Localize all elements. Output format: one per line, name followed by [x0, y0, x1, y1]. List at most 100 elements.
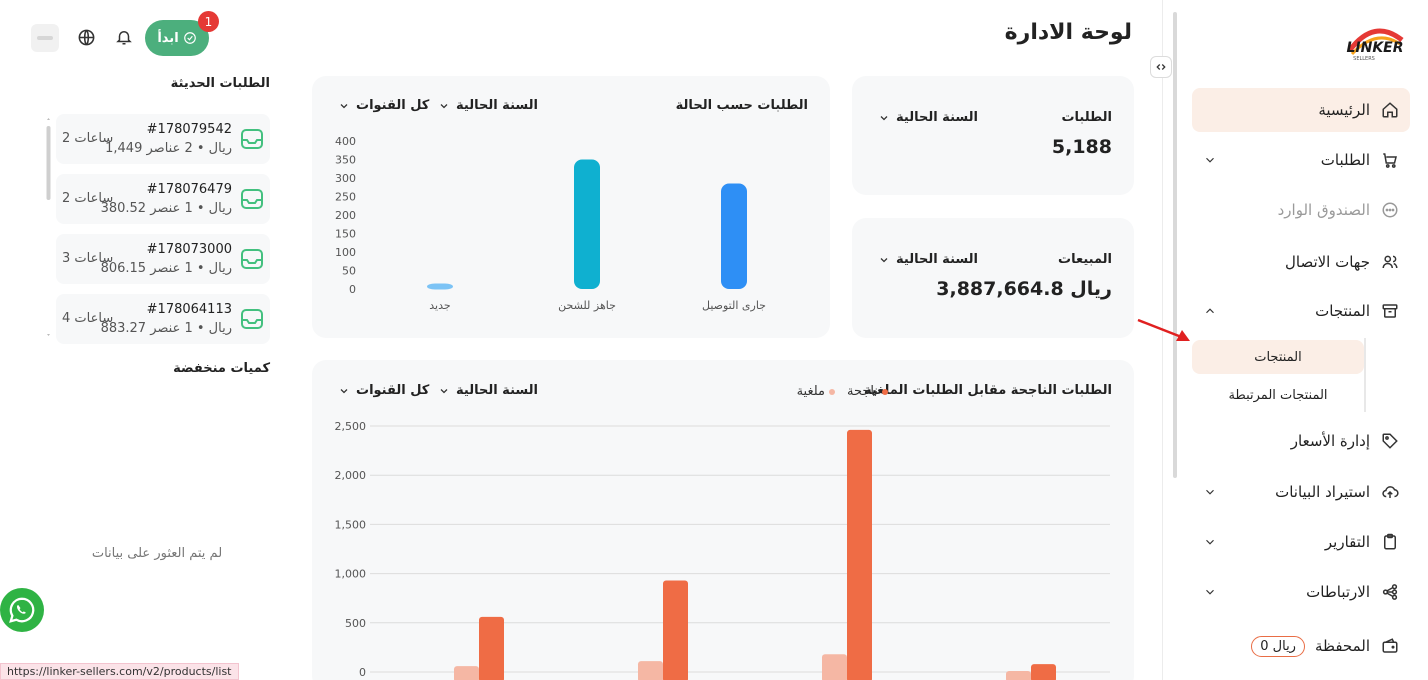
success-vs-cancel-card: الطلبات الناجحة مقابل الطلبات الملغية نا… — [312, 360, 1134, 680]
filter-label: السنة الحالية — [456, 383, 538, 398]
order-id[interactable]: #178064113 — [146, 302, 232, 317]
sidebar-item-orders[interactable]: الطلبات — [1192, 138, 1410, 182]
order-time: 4 ساعات — [62, 311, 114, 326]
recent-order-item[interactable]: #178079542 1,449 ريال • 2 عناصر 2 ساعات — [56, 114, 270, 164]
sidebar-item-inbox[interactable]: الصندوق الوارد — [1192, 188, 1410, 232]
orders-stat-card: الطلبات السنة الحالية 5,188 — [852, 76, 1134, 195]
legend-dot-cancel — [829, 388, 836, 395]
notification-count-badge: 1 — [198, 11, 219, 32]
sidebar-item-contacts[interactable]: جهات الاتصال — [1192, 240, 1410, 284]
orders-year-filter[interactable]: السنة الحالية — [878, 110, 978, 125]
y-tick-label: 250 — [335, 191, 356, 204]
tag-icon — [1380, 431, 1400, 451]
x-category-label: جارى التوصيل — [702, 299, 766, 312]
y-tick-label: 2,500 — [335, 420, 367, 433]
x-category-label: جديد — [429, 299, 450, 312]
cancel-bar[interactable] — [1006, 671, 1031, 680]
success-bar[interactable] — [479, 616, 504, 680]
cancel-bar[interactable] — [638, 661, 663, 680]
status-bar[interactable] — [574, 159, 600, 290]
chevron-down-icon — [440, 103, 448, 108]
order-id[interactable]: #178073000 — [146, 242, 232, 257]
order-time: 2 ساعات — [62, 131, 114, 146]
legend-cancel[interactable]: ملغية — [796, 384, 826, 399]
svg-text:LINKER: LINKER — [1346, 40, 1403, 56]
sidebar-item-import[interactable]: استيراد البيانات — [1192, 470, 1410, 514]
code-arrows-icon — [1156, 64, 1166, 70]
chevron-down-icon[interactable] — [1202, 584, 1218, 600]
recent-orders-scrollbar[interactable] — [46, 118, 51, 336]
sidebar-scrollbar[interactable] — [1173, 12, 1177, 478]
sales-stat-value: 3,887,664.8 ريال — [936, 278, 1112, 300]
status-bar[interactable] — [427, 283, 453, 290]
page-title: لوحة الادارة — [1004, 20, 1132, 45]
linker-logo[interactable]: LINKER SELLERS — [1344, 24, 1406, 64]
y-tick-label: 1,000 — [335, 568, 367, 581]
order-id[interactable]: #178076479 — [146, 182, 232, 197]
legend-dot-success — [882, 388, 888, 395]
filter-label: السنة الحالية — [896, 252, 978, 267]
y-tick-label: 200 — [335, 209, 356, 222]
share-nodes-icon — [1380, 582, 1400, 602]
status-year-filter[interactable]: السنة الحالية — [438, 98, 538, 113]
legend-success[interactable]: ناجحة — [847, 384, 878, 399]
sidebar-item-home[interactable]: الرئيسية — [1192, 88, 1410, 132]
inbox-tray-icon — [241, 309, 263, 329]
status-channel-filter[interactable]: كل القنوات — [338, 98, 429, 113]
recent-order-item[interactable]: #178076479 380.52 ريال • 1 عنصر 2 ساعات — [56, 174, 270, 224]
sidebar-subitem-products[interactable]: المنتجات — [1192, 340, 1364, 374]
order-id[interactable]: #178079542 — [146, 122, 232, 137]
compare-year-filter[interactable]: السنة الحالية — [438, 383, 538, 398]
compare-channel-filter[interactable]: كل القنوات — [338, 383, 429, 398]
chevron-down-icon — [440, 388, 448, 393]
sidebar-item-label: جهات الاتصال — [1284, 253, 1370, 271]
success-bar[interactable] — [1031, 664, 1056, 680]
store-avatar[interactable] — [31, 24, 59, 52]
y-tick-label: 2,000 — [335, 469, 367, 482]
chevron-up-icon[interactable] — [1202, 303, 1218, 319]
chevron-down-icon — [880, 257, 888, 262]
status-bar[interactable] — [721, 183, 747, 289]
chevron-down-icon[interactable] — [1202, 152, 1218, 168]
order-detail: 883.27 ريال • 1 عنصر — [100, 321, 232, 336]
filter-label: السنة الحالية — [456, 98, 538, 113]
cancel-bar[interactable] — [822, 654, 847, 680]
sidebar-item-label: الرئيسية — [1318, 101, 1370, 119]
order-time: 2 ساعات — [62, 191, 114, 206]
status-chart-title: الطلبات حسب الحالة — [675, 98, 808, 113]
success-bar[interactable] — [663, 580, 688, 680]
recent-order-item[interactable]: #178064113 883.27 ريال • 1 عنصر 4 ساعات — [56, 294, 270, 344]
y-tick-label: 0 — [359, 666, 366, 679]
success-bar[interactable] — [847, 429, 872, 680]
sidebar-item-integrations[interactable]: الارتباطات — [1192, 570, 1410, 614]
y-tick-label: 300 — [335, 172, 356, 185]
chevron-down-icon — [340, 388, 348, 393]
sidebar-item-reports[interactable]: التقارير — [1192, 520, 1410, 564]
sidebar-subitem-linked-products[interactable]: المنتجات المرتبطة — [1228, 387, 1328, 403]
filter-label: السنة الحالية — [896, 110, 978, 125]
inbox-tray-icon — [241, 249, 263, 269]
chevron-down-icon[interactable] — [1202, 534, 1218, 550]
collapse-sidebar-button[interactable] — [1150, 56, 1172, 78]
sidebar-item-label: التقارير — [1324, 533, 1370, 551]
x-category-label: جاهز للشحن — [558, 299, 616, 312]
sidebar-item-wallet[interactable]: المحفظة 0 ريال — [1192, 624, 1410, 668]
sidebar-item-products[interactable]: المنتجات — [1192, 289, 1410, 333]
y-tick-label: 0 — [349, 283, 356, 296]
chat-icon — [1380, 200, 1400, 220]
y-tick-label: 50 — [342, 265, 356, 278]
whatsapp-icon — [9, 597, 35, 623]
whatsapp-button[interactable] — [0, 588, 44, 632]
cart-icon — [1380, 150, 1400, 170]
cancel-bar[interactable] — [454, 666, 479, 680]
bell-icon[interactable] — [113, 26, 135, 48]
red-arrow-annotation-icon — [1137, 318, 1190, 341]
globe-icon[interactable] — [75, 26, 97, 48]
chevron-down-icon[interactable] — [1202, 484, 1218, 500]
recent-order-item[interactable]: #178073000 806.15 ريال • 1 عنصر 3 ساعات — [56, 234, 270, 284]
sales-stat-title: المبيعات — [1058, 252, 1112, 267]
users-icon — [1380, 252, 1400, 272]
sales-year-filter[interactable]: السنة الحالية — [878, 252, 978, 267]
sidebar-item-pricing[interactable]: إدارة الأسعار — [1192, 419, 1410, 463]
submenu-line — [1364, 338, 1366, 412]
